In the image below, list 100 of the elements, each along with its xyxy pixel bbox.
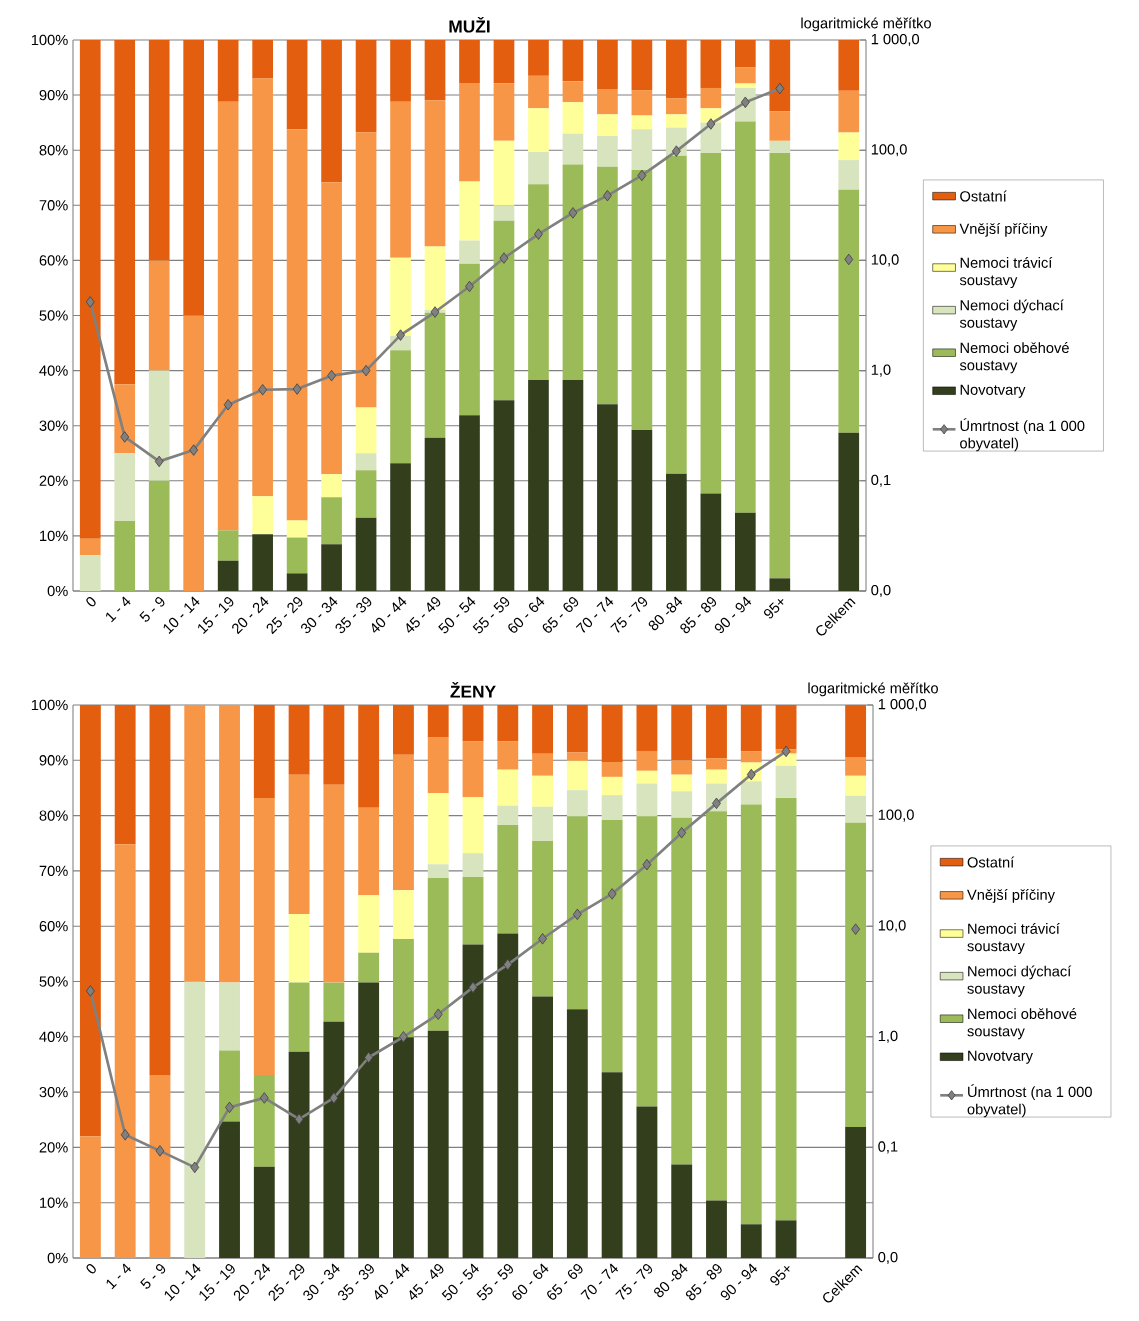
bar <box>358 895 380 953</box>
bar <box>252 78 273 497</box>
bar <box>671 774 693 792</box>
bar <box>219 1050 240 1122</box>
x-tick-label: 95+ <box>763 599 784 619</box>
x-tick-label: 95+ <box>770 1266 790 1286</box>
y2-tick-label: 10,0 <box>871 254 899 267</box>
bar <box>562 164 584 380</box>
bar <box>390 101 411 258</box>
bar <box>845 756 867 776</box>
y-tick-label: 10% <box>40 1197 68 1208</box>
y-tick-label: 50% <box>39 976 68 987</box>
point <box>534 228 543 240</box>
y-tick-label: 30% <box>39 420 68 431</box>
bar <box>769 578 791 591</box>
y-tick-label: 40% <box>39 365 68 376</box>
legend-label: Nemoci trávicí soustavy <box>967 922 1060 955</box>
point <box>430 306 440 318</box>
point <box>642 858 652 871</box>
bar <box>288 982 310 1052</box>
bar <box>288 704 310 775</box>
bar <box>114 453 136 522</box>
y2-tick-label: 0,1 <box>878 1141 898 1154</box>
bar <box>462 704 484 742</box>
chart-title: ŽENY <box>450 682 496 698</box>
bar <box>671 817 693 1165</box>
bar <box>355 407 377 454</box>
bar <box>528 108 549 152</box>
bar <box>286 573 308 591</box>
bar <box>427 737 449 793</box>
bar <box>562 39 584 82</box>
point <box>851 923 861 935</box>
bar <box>601 776 623 796</box>
bar <box>114 39 136 385</box>
point <box>775 82 785 95</box>
point <box>364 1051 374 1064</box>
y-tick-label: 90% <box>39 755 68 766</box>
y2-tick-label: 1 000,0 <box>871 33 920 47</box>
bar <box>532 775 553 807</box>
bar <box>286 129 308 521</box>
bar <box>671 791 693 818</box>
bar <box>631 115 653 130</box>
bar <box>566 752 588 761</box>
bar <box>497 825 519 934</box>
bar <box>666 473 687 591</box>
bar <box>734 121 756 513</box>
legend-label: Nemoci trávicí soustavy <box>959 256 1053 289</box>
bar <box>706 1200 727 1258</box>
bar <box>459 181 480 241</box>
bar <box>148 39 170 261</box>
legend-label: Nemoci oběhové soustavy <box>959 342 1069 374</box>
bar <box>184 704 206 982</box>
bar <box>462 797 484 854</box>
point <box>399 1031 408 1043</box>
y2-tick-label: 100,0 <box>871 144 907 157</box>
bar <box>497 933 519 1258</box>
bar <box>528 151 549 185</box>
bar <box>566 1009 588 1258</box>
bar <box>566 704 588 753</box>
bar <box>114 704 136 845</box>
bar <box>528 379 549 591</box>
bar <box>636 816 658 1107</box>
bar <box>562 102 584 134</box>
bar <box>321 182 342 475</box>
bar <box>838 432 860 591</box>
bar <box>734 83 756 88</box>
bar <box>427 864 449 879</box>
bar <box>532 753 553 776</box>
bar <box>79 704 101 1137</box>
bar <box>775 1220 797 1258</box>
bar <box>217 101 239 531</box>
point <box>396 329 405 341</box>
bar <box>393 704 414 755</box>
bar <box>532 996 553 1258</box>
x-tick-label: 1 - 4 <box>106 596 131 623</box>
bar <box>323 1021 345 1258</box>
x-tick-label: 1 - 4 <box>106 1263 132 1290</box>
bar <box>252 496 273 535</box>
y2-tick-label: 0,0 <box>878 1251 898 1265</box>
bar <box>183 39 205 316</box>
bar <box>497 704 519 742</box>
bar <box>497 741 519 770</box>
legend-label: Ostatní <box>967 856 1015 868</box>
bar <box>562 133 584 165</box>
bar <box>355 39 377 133</box>
bar <box>252 534 273 591</box>
bar <box>358 952 380 983</box>
bar <box>321 39 342 183</box>
bar <box>493 220 515 401</box>
y-tick-label: 90% <box>39 89 68 101</box>
bar <box>427 792 449 865</box>
point <box>259 1092 269 1104</box>
bar <box>390 350 411 464</box>
y-tick-label: 20% <box>39 475 68 486</box>
legend-label: Novotvary <box>960 384 1026 398</box>
x-tick-label: 0 <box>86 1264 96 1274</box>
bar <box>252 39 273 79</box>
bar <box>393 754 414 891</box>
y-tick-label: 50% <box>39 310 68 321</box>
bar <box>700 493 722 591</box>
